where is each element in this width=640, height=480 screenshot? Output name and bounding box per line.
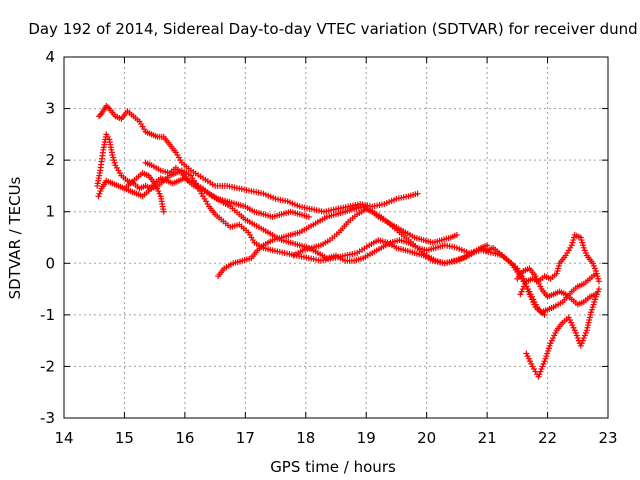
data-point [453,231,460,238]
data-point [484,242,491,249]
x-tick-label: 23 [598,429,617,447]
data-point [592,291,599,298]
series-track-j [514,265,599,308]
plot-frame [63,56,609,419]
x-tick-label: 21 [478,429,497,447]
data-point [541,311,548,318]
y-tick-label: -2 [40,357,55,375]
y-tick-label: -3 [40,409,55,427]
x-tick-label: 15 [115,429,134,447]
data-point [414,190,421,197]
y-tick-label: 2 [45,151,55,169]
y-tick-label: -1 [40,306,55,324]
data-point [97,112,104,119]
series-track-i [517,231,602,298]
series-track-a [96,102,421,215]
x-axis-label: GPS time / hours [270,458,396,476]
chart-title: Day 192 of 2014, Sidereal Day-to-day VTE… [28,20,637,38]
data-point [595,286,602,293]
x-tick-label: 22 [538,429,557,447]
y-tick-label: 4 [45,48,55,66]
series-track-e [142,159,312,220]
data-point [305,213,312,220]
series-track-g [290,206,460,259]
series-track-f [121,170,167,215]
x-tick-label: 14 [54,429,73,447]
y-tick-label: 0 [45,254,55,272]
grid [64,57,608,418]
data-layer [94,102,602,380]
x-tick-label: 19 [357,429,376,447]
y-tick-label: 3 [45,100,55,118]
data-point [595,278,602,285]
y-axis-label: SDTVAR / TECUs [6,176,24,299]
x-tick-label: 20 [417,429,436,447]
x-tick-label: 18 [296,429,315,447]
data-point [121,185,128,192]
x-tick-label: 16 [175,429,194,447]
y-tick-label: 1 [45,203,55,221]
x-tick-label: 17 [236,429,255,447]
